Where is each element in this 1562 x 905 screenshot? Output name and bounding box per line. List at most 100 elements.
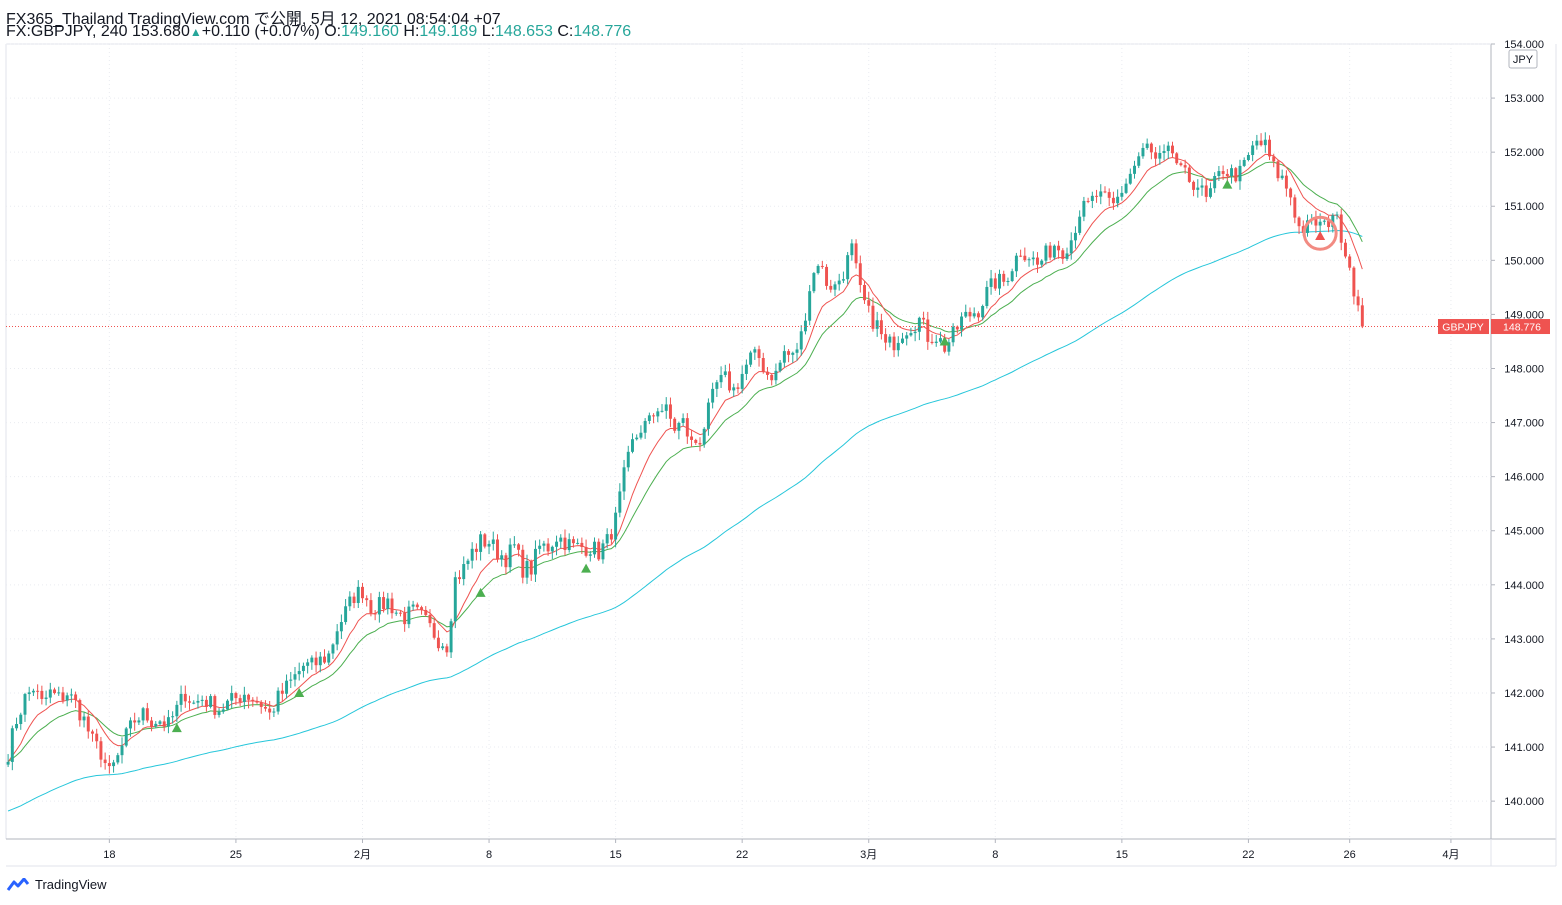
ohlc-legend: FX:GBPJPY, 240 153.680▲+0.110 (+0.07%) O… [6,23,631,41]
candle-body [1036,257,1039,265]
candle-body [550,546,554,552]
time-axis[interactable]: 18 25 2月 8 15 22 3月 8 15 22 26 4月 [103,839,1459,861]
candle-body [1128,173,1132,184]
candle-body [1065,253,1069,259]
candle-body [631,439,634,452]
candle-body [487,543,491,547]
time-tick-label: 15 [609,849,621,861]
buy-signal-marker [939,336,950,346]
candle-body [1116,196,1120,204]
candle-body [930,341,934,343]
candle-body [1259,140,1263,146]
candle-body [196,700,200,703]
candle-body [605,534,609,544]
current-price-badge: GBPJPY 148.776 [1438,319,1550,335]
signal-markers [171,179,1338,733]
candle-body [276,690,280,712]
candle-body [998,273,1001,289]
candle-body [517,544,521,550]
candle-body [69,694,73,696]
candle-body [382,597,386,610]
candle-body [137,720,141,723]
candle-body [53,689,56,694]
candle-body [618,491,622,513]
candle-body [6,761,10,765]
candle-body [141,708,145,721]
candle-body [251,699,255,701]
candle-body [327,653,331,663]
candle-body [901,338,904,343]
candle-body [82,716,86,721]
candle-body [791,352,795,355]
candle-body [1331,215,1335,228]
candle-body [445,646,449,653]
price-tick-label: 140.000 [1504,796,1544,808]
candle-body [1082,200,1086,217]
candle-body [150,720,154,727]
candle-body [1090,195,1094,201]
time-tick-label: 18 [103,849,115,861]
currency-badge: JPY [1508,49,1538,69]
time-tick-label: 2月 [354,849,371,861]
candle-body [398,612,402,614]
candle-body [226,700,229,710]
candle-body [863,285,866,301]
candle-body [1061,250,1065,259]
candle-body [1133,165,1136,174]
candle-body [1284,175,1288,189]
candle-body [259,702,263,707]
candle-body [213,696,217,715]
candle-body [1179,163,1183,166]
candle-body [896,342,900,351]
candle-body [314,657,318,666]
candle-body [285,680,289,694]
candle-body [204,699,208,707]
candle-body [209,696,213,707]
candle-body [985,286,989,306]
candle-body [538,545,542,549]
candle-body [74,694,78,701]
candle-body [580,542,584,547]
time-tick-label: 8 [486,849,492,861]
candle-body [1095,195,1099,197]
candle-body [1149,143,1153,153]
candle-body [1327,220,1331,228]
candle-body [668,404,672,419]
candle-body [884,334,888,343]
tradingview-brand[interactable]: TradingView [6,877,107,892]
candle-body [424,609,428,615]
candle-body [685,418,689,437]
candle-body [162,721,166,727]
candle-body [386,598,390,610]
candle-body [1099,191,1103,197]
candle-body [656,411,660,417]
candle-body [926,319,930,342]
price-tick-label: 154.000 [1504,39,1544,51]
change-up-arrow-icon: ▲ [189,25,202,39]
candle-body [563,537,567,551]
candle-body [1166,145,1170,152]
candle-body [458,577,461,580]
candle-body [968,311,972,317]
candle-body [761,358,765,372]
candle-body [955,326,959,330]
price-axis[interactable]: 140.000 141.000 142.000 143.000 144.000 145.0… [1491,39,1544,808]
candle-body [976,313,980,318]
candle-body [95,733,99,742]
low-label: L: [481,23,496,40]
candle-body [732,387,736,391]
close-label: C: [557,23,574,40]
price-tick-label: 141.000 [1504,742,1544,754]
candle-body [744,364,748,374]
candle-body [778,362,782,371]
candle-body [1208,188,1212,197]
price-tick-label: 153.000 [1504,93,1544,105]
candle-body [124,728,128,746]
high-value: 149.189 [419,23,478,40]
buy-signal-marker [1222,179,1233,189]
candle-body [1230,168,1234,177]
candle-body [1200,185,1204,188]
candle-body [192,702,196,704]
candle-body [677,422,681,431]
